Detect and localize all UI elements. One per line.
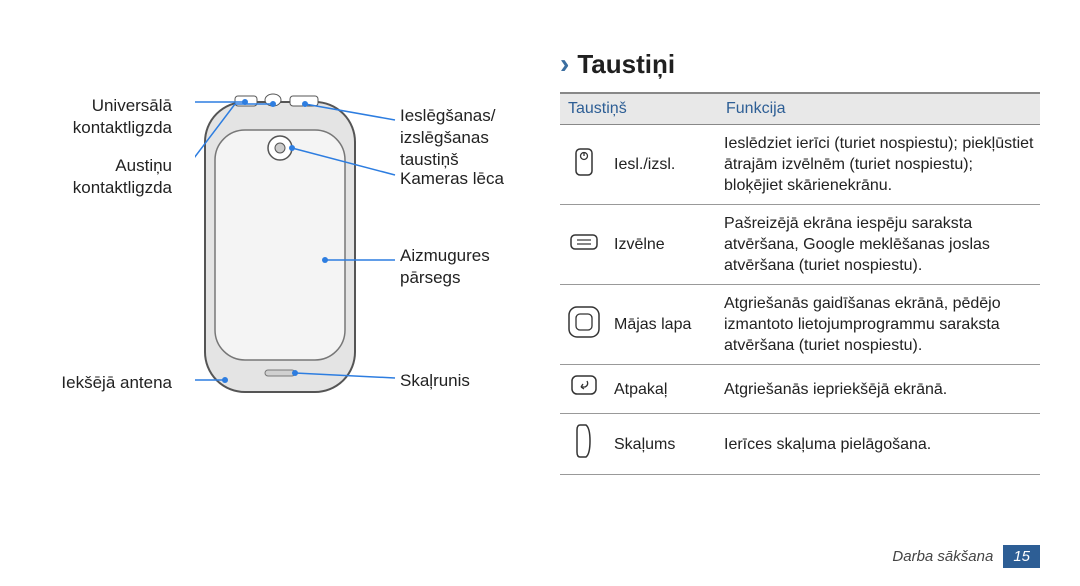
section-heading: › Taustiņi <box>560 48 1040 80</box>
key-name: Iesl./izsl. <box>608 125 718 205</box>
key-name: Atpakaļ <box>608 365 718 414</box>
label-speaker: Skaļrunis <box>400 370 470 392</box>
page-number: 15 <box>1003 545 1040 568</box>
home-key-icon <box>560 285 608 365</box>
key-desc: Pašreizējā ekrāna iespēju saraksta atvēr… <box>718 205 1040 285</box>
key-desc: Ieslēdziet ierīci (turiet nospiestu); pi… <box>718 125 1040 205</box>
page-footer: Darba sākšana 15 <box>892 545 1040 568</box>
keys-section: › Taustiņi Taustiņš Funkcija Iesl./izsl.… <box>540 0 1080 586</box>
col-function: Funkcija <box>718 93 1040 125</box>
device-diagram-panel: Universālā kontaktligzda Austiņu kontakt… <box>0 0 540 586</box>
key-desc: Ierīces skaļuma pielāgošana. <box>718 414 1040 475</box>
label-internal-antenna: Iekšējā antena <box>61 372 172 394</box>
label-back-cover: Aizmugures pārsegs <box>400 245 490 289</box>
table-row: Iesl./izsl. Ieslēdziet ierīci (turiet no… <box>560 125 1040 205</box>
volume-key-icon <box>560 414 608 475</box>
chapter-title: Darba sākšana <box>892 548 993 565</box>
key-name: Skaļums <box>608 414 718 475</box>
key-desc: Atgriešanās iepriekšējā ekrānā. <box>718 365 1040 414</box>
chevron-right-icon: › <box>560 48 569 80</box>
label-camera-lens: Kameras lēca <box>400 168 504 190</box>
power-key-icon <box>560 125 608 205</box>
label-headset-jack: Austiņu kontaktligzda <box>73 155 172 199</box>
label-power-key: Ieslēgšanas/ izslēgšanas taustiņš <box>400 105 540 171</box>
keys-table: Taustiņš Funkcija Iesl./izsl. Ieslēdziet… <box>560 92 1040 475</box>
back-key-icon <box>560 365 608 414</box>
heading-text: Taustiņi <box>577 49 675 80</box>
key-name: Izvēlne <box>608 205 718 285</box>
table-row: Skaļums Ierīces skaļuma pielāgošana. <box>560 414 1040 475</box>
key-name: Mājas lapa <box>608 285 718 365</box>
table-row: Izvēlne Pašreizējā ekrāna iespēju saraks… <box>560 205 1040 285</box>
key-desc: Atgriešanās gaidīšanas ekrānā, pēdējo iz… <box>718 285 1040 365</box>
table-row: Atpakaļ Atgriešanās iepriekšējā ekrānā. <box>560 365 1040 414</box>
label-universal-connector: Universālā kontaktligzda <box>73 95 172 139</box>
col-key: Taustiņš <box>560 93 718 125</box>
menu-key-icon <box>560 205 608 285</box>
table-row: Mājas lapa Atgriešanās gaidīšanas ekrānā… <box>560 285 1040 365</box>
